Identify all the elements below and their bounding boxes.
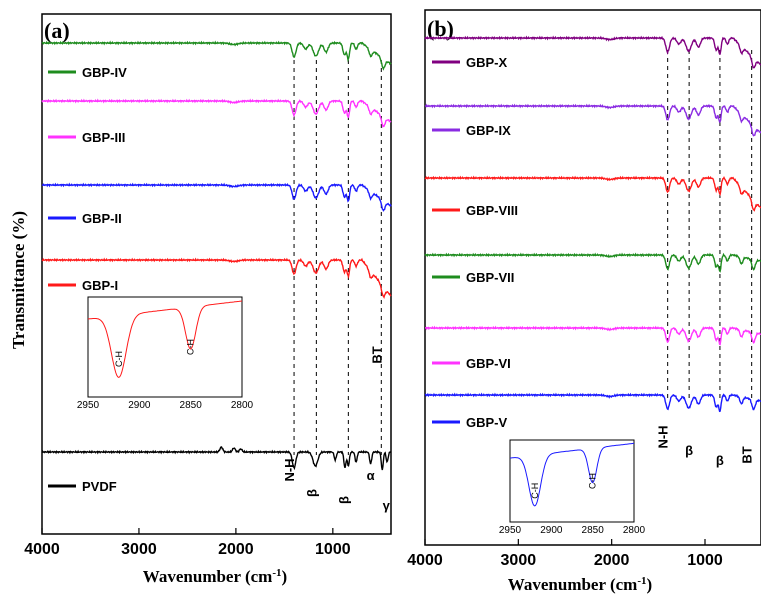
series-line-gbp-v [424, 392, 761, 413]
series-line-gbp-i [41, 257, 392, 300]
series-line-gbp-viii [424, 175, 761, 212]
series-line-gbp-vi [425, 325, 761, 346]
series-line-gbp-ix [424, 103, 761, 137]
x-tick-label: 3000 [501, 552, 537, 569]
inset-tick-label: 2900 [540, 525, 563, 536]
panel-a-xlabel: Wavenumber (cm-1) [143, 567, 287, 586]
peak-annotation: β [685, 443, 693, 458]
peak-annotation: N-H [656, 425, 671, 448]
inset-tick-label: 2850 [582, 525, 605, 536]
inset-tick-label: 2850 [180, 400, 203, 411]
peak-annotation: BT [740, 446, 755, 463]
legend-label: GBP-V [466, 415, 508, 430]
peak-annotation: γ [383, 498, 391, 513]
x-tick-label: 4000 [24, 541, 60, 558]
series-line-gbp-iii [41, 98, 392, 129]
legend-label: GBP-VI [466, 356, 511, 371]
x-tick-label: 4000 [407, 552, 443, 569]
inset-frame [509, 439, 635, 523]
panel-a-ylabel: Transmittance (%) [9, 211, 28, 349]
inset-tick-label: 2800 [231, 400, 254, 411]
panel-b-inset: 2950 2900 2850 2800 C-H C-H [499, 439, 646, 536]
x-tick-label: 3000 [121, 541, 157, 558]
x-tick-label: 1000 [687, 552, 723, 569]
peak-annotation: BT [369, 346, 384, 363]
legend-label: GBP-I [82, 278, 118, 293]
panel-a-frame [41, 13, 392, 535]
panel-a: (a) GBP-IV GBP-III GBP-II GBP-I PVDF N-H β β αγ… [9, 13, 392, 586]
x-tick-label: 2000 [218, 541, 254, 558]
peak-annotation: β [336, 496, 351, 504]
panel-a-label: (a) [44, 18, 70, 43]
series-line-gbp-vii [424, 252, 761, 273]
series-line-gbp-ii [41, 182, 392, 212]
legend-label: GBP-IX [466, 123, 511, 138]
series-line-gbp-iv [41, 40, 392, 71]
panel-b-xlabel: Wavenumber (cm-1) [508, 575, 652, 594]
legend-label: GBP-II [82, 211, 122, 226]
panel-b-frame [424, 9, 761, 546]
peak-annotation: α [367, 468, 375, 483]
legend-label: PVDF [82, 479, 117, 494]
inset-tick-label: 2800 [623, 525, 646, 536]
legend-label: GBP-VIII [466, 203, 518, 218]
peak-annotation: β [716, 453, 724, 468]
peak-annotation: β [304, 489, 319, 497]
inset-peak-label: C-H [186, 339, 196, 355]
inset-tick-label: 2950 [499, 525, 522, 536]
inset-peak-label: C-H [588, 473, 598, 489]
inset-peak-label: C-H [114, 351, 124, 367]
inset-tick-label: 2900 [128, 400, 151, 411]
legend-label: GBP-IV [82, 65, 127, 80]
inset-curve [87, 300, 243, 378]
series-line-gbp-x [424, 35, 761, 69]
series-line-pvdf [41, 446, 392, 471]
legend-label: GBP-X [466, 55, 508, 70]
inset-curve [510, 442, 635, 507]
legend-label: GBP-VII [466, 270, 514, 285]
inset-tick-label: 2950 [77, 400, 100, 411]
inset-frame [87, 296, 243, 398]
peak-annotation: N-H [282, 458, 297, 481]
x-tick-label: 2000 [594, 552, 630, 569]
panel-b: (b) GBP-XGBP-IXGBP-VIIIGBP-VIIGBP-VIGBP-… [407, 9, 761, 594]
legend-label: GBP-III [82, 130, 125, 145]
x-tick-label: 1000 [315, 541, 351, 558]
inset-peak-label: C-H [530, 483, 540, 499]
panel-a-inset: 2950 2900 2850 2800 C-H C-H [77, 296, 254, 411]
